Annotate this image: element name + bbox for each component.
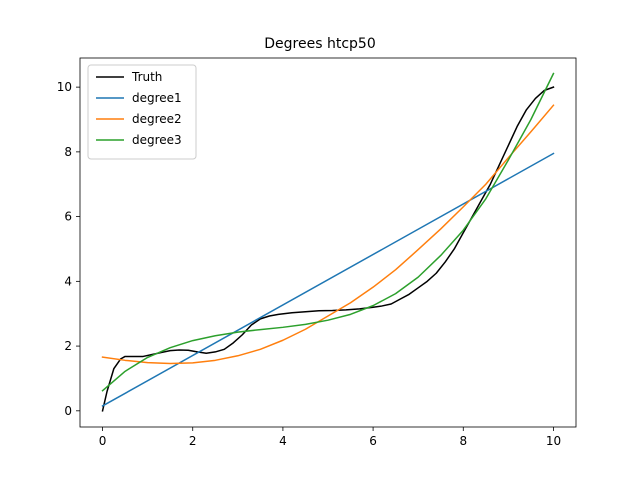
ticks: 0 2 4 6 8 10 0 2 4 6 8 10 — [57, 80, 561, 448]
x-tick-label: 4 — [279, 434, 287, 448]
legend: Truth degree1 degree2 degree3 — [87, 64, 197, 160]
chart-title: Degrees htcp50 — [264, 36, 375, 52]
y-tick-label: 2 — [64, 339, 72, 353]
series-line-degree3 — [101, 72, 555, 392]
axes — [79, 57, 577, 428]
y-tick-label: 4 — [64, 274, 72, 288]
legend-label-degree1: degree1 — [132, 91, 182, 105]
legend-label-degree3: degree3 — [132, 133, 182, 147]
y-tick-label: 6 — [64, 210, 72, 224]
series-line-truth — [101, 86, 555, 412]
x-tick-label: 8 — [459, 434, 467, 448]
x-tick-label: 6 — [369, 434, 377, 448]
x-tick-label: 2 — [189, 434, 197, 448]
y-tick-label: 0 — [64, 404, 72, 418]
legend-label-degree2: degree2 — [132, 112, 182, 126]
series-line-degree2 — [101, 104, 555, 365]
legend-label-truth: Truth — [131, 70, 162, 84]
y-tick-label: 8 — [64, 145, 72, 159]
y-tick-label: 10 — [57, 80, 72, 94]
legend-box — [87, 64, 197, 160]
x-tick-label: 10 — [546, 434, 561, 448]
plot-frame — [79, 57, 577, 428]
x-tick-label: 0 — [99, 434, 107, 448]
